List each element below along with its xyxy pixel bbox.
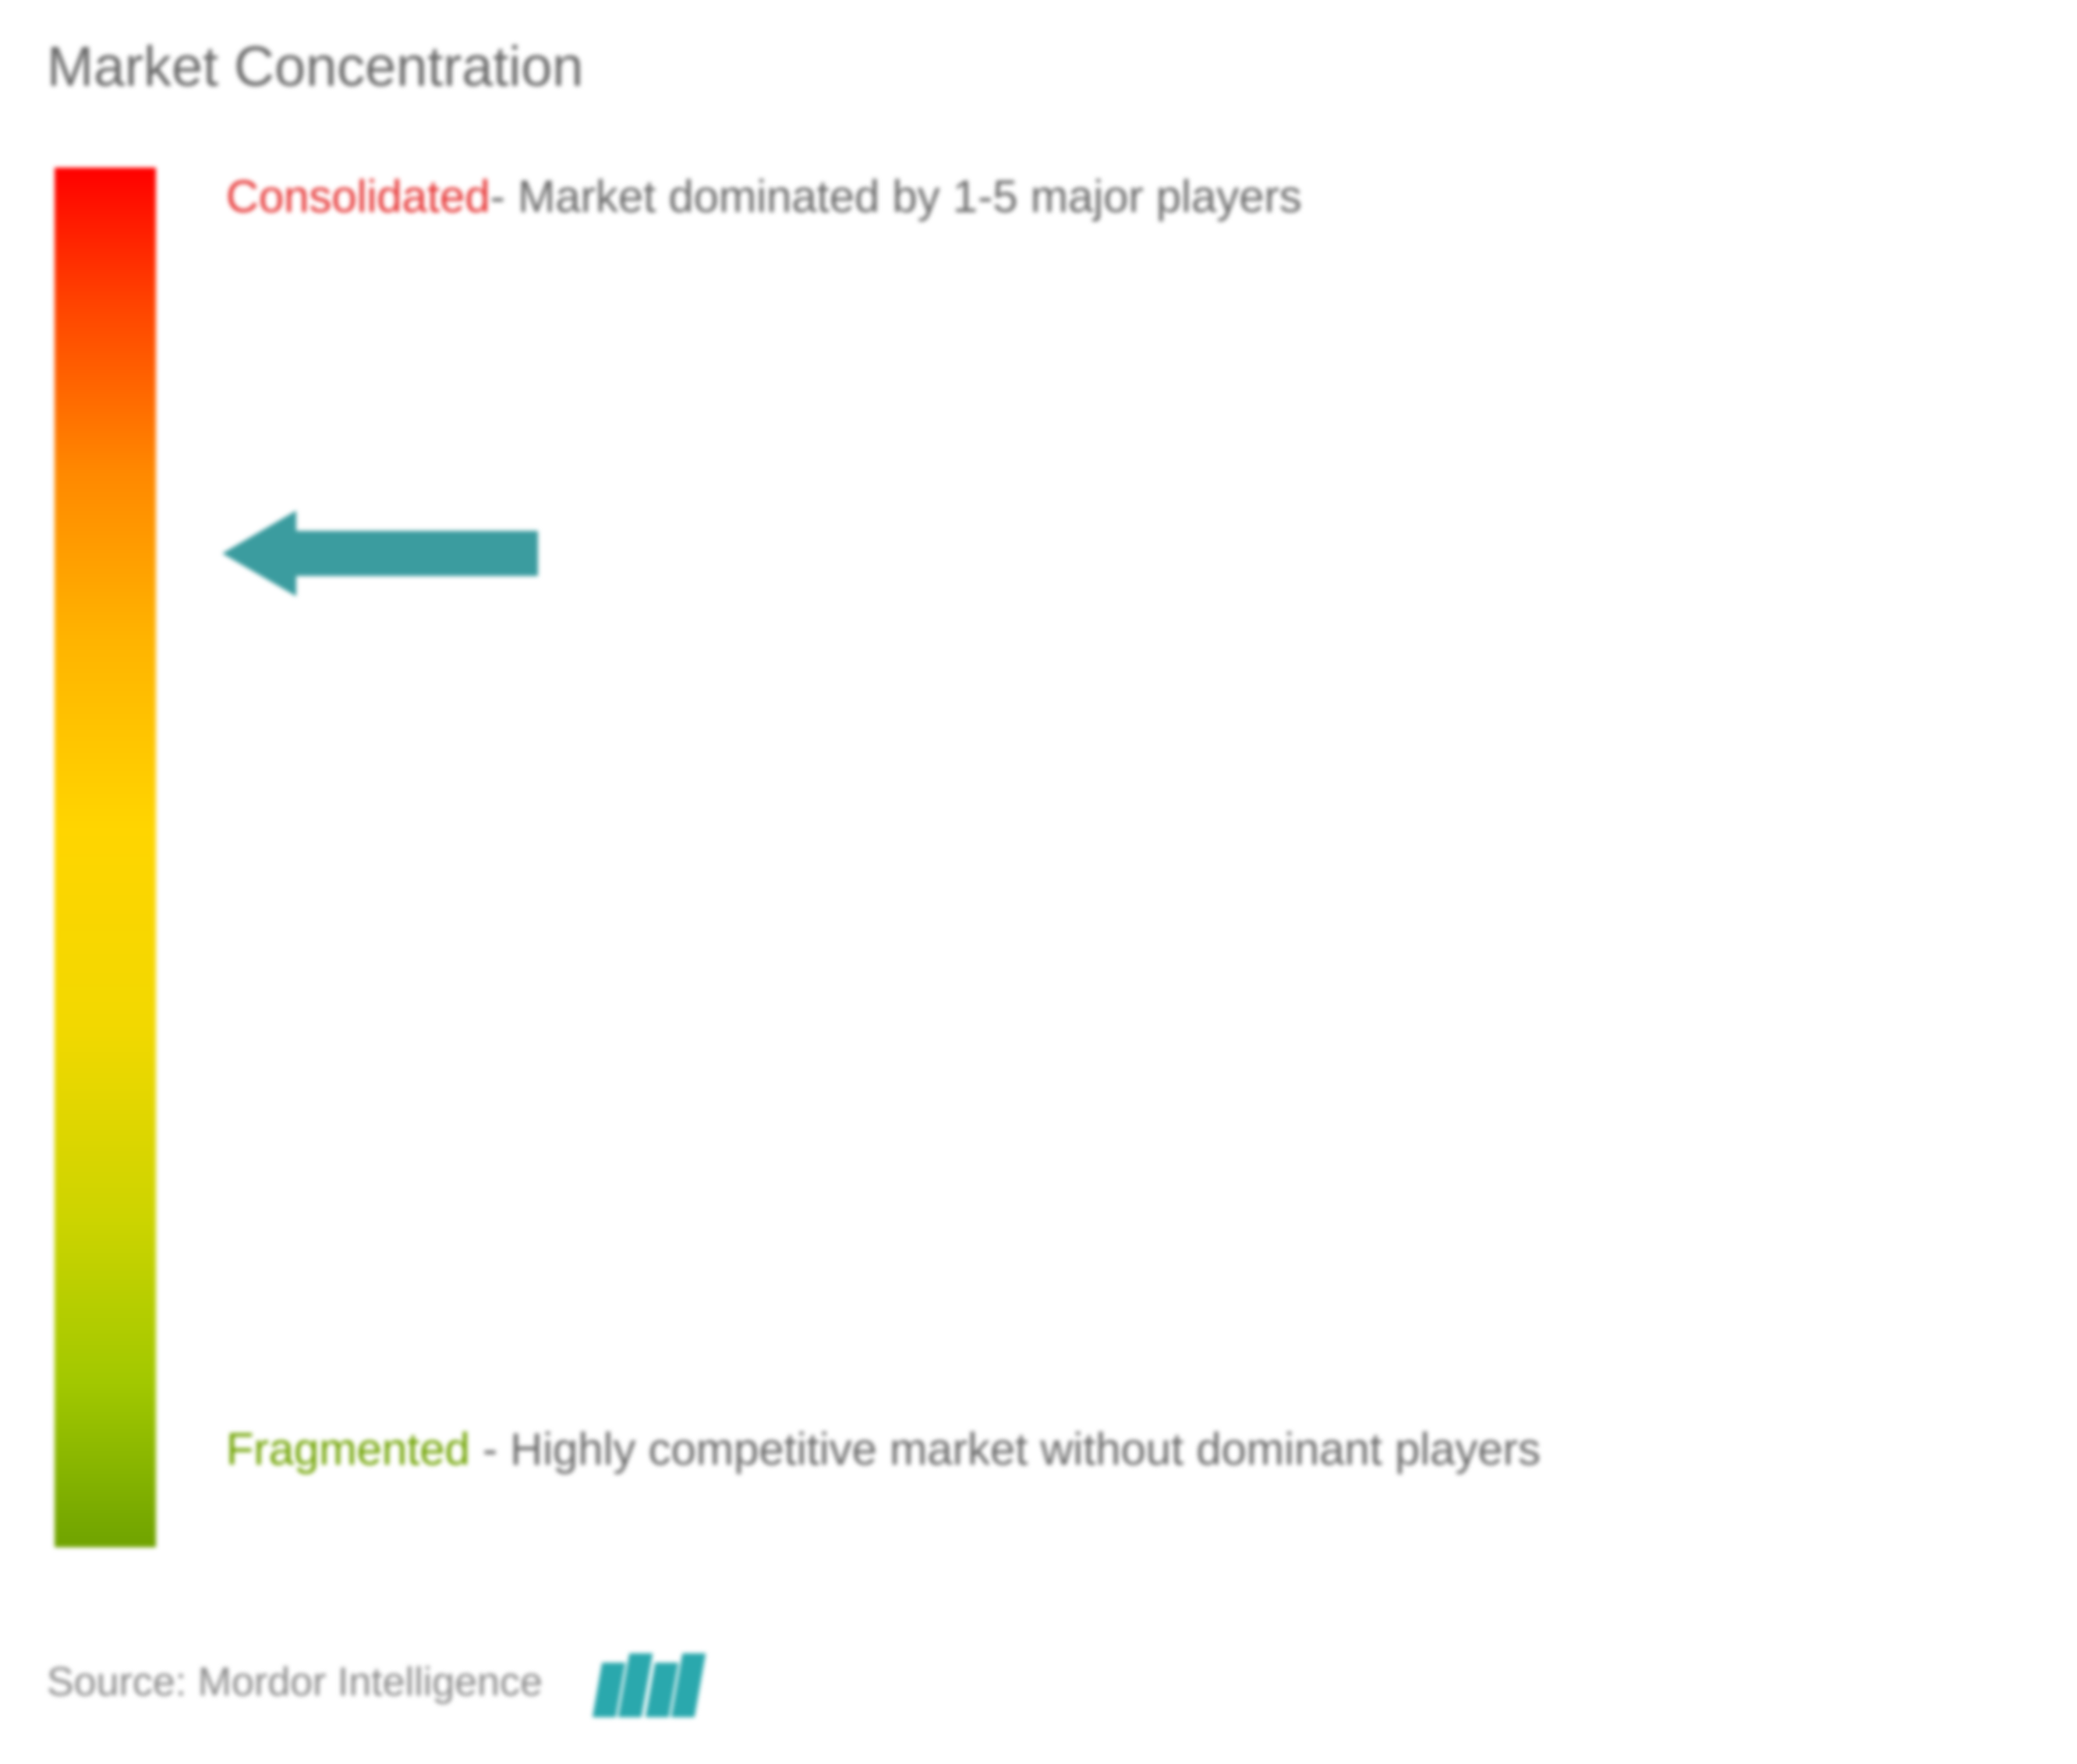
arrow-head-icon (222, 511, 296, 596)
arrow-shaft (296, 531, 538, 576)
page-title: Market Concentration (47, 35, 583, 99)
fragmented-label-row: Fragmented - Highly competitive market w… (226, 1415, 1952, 1485)
fragmented-description: - Highly competitive market without domi… (470, 1424, 1541, 1475)
consolidated-label-row: Consolidated- Market dominated by 1-5 ma… (226, 168, 1302, 226)
footer: Source: Mordor Intelligence (47, 1647, 700, 1717)
consolidated-key: Consolidated (226, 171, 490, 222)
position-indicator-arrow (222, 514, 550, 592)
source-attribution: Source: Mordor Intelligence (47, 1659, 543, 1706)
mordor-logo-icon (597, 1647, 700, 1717)
fragmented-key: Fragmented (226, 1424, 470, 1475)
consolidated-description: - Market dominated by 1-5 major players (490, 171, 1302, 222)
concentration-gradient-bar (55, 168, 156, 1547)
